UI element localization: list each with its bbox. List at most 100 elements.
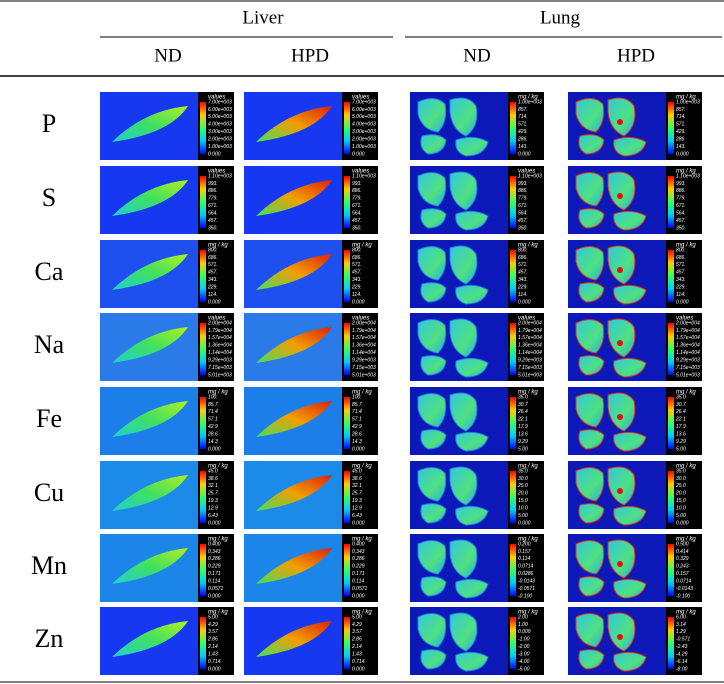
lung-lobe [455,210,489,231]
colorbar-tick: 343. [208,277,218,283]
colorbar-tick: 800. [676,247,686,253]
colorbar-tick: 1.79e+004 [676,328,700,334]
lung-lobe [420,134,447,155]
colorbar [510,250,516,302]
lung-lobe [607,539,636,579]
colorbar-tick: 0.243 [676,564,689,570]
colorbar-tick: 0.000 [208,299,221,305]
colorbar-tick: 32.1 [352,483,362,489]
colorbar-tick: 671. [208,203,218,209]
lung-lobe [607,612,636,652]
colorbar-tick: 857. [518,107,528,113]
lung-lobe [417,540,447,575]
colorbar-tick: 28.6 [351,431,362,437]
colorbar-tick: 7.00e+003 [208,99,232,105]
colorbar-tick: 19.3 [352,498,362,504]
colorbar [510,102,516,154]
colorbar-tick: 564. [208,210,218,216]
colorbar-unit: mg / kg [676,169,696,175]
colorbar [344,102,350,154]
colorbar-tick: 0.343 [208,549,221,555]
liver-section [112,475,188,511]
lung-lobe [449,318,478,358]
colorbar-tick: 25.0 [517,483,528,489]
colorbar-tick: 1.57e+004 [208,335,232,341]
colorbar-tick: 0.414 [676,549,689,555]
row-label: S [42,183,56,212]
colorbar-unit: mg / kg [676,390,696,396]
lung-lobe [607,318,636,358]
lung-lobe [613,431,647,452]
lung-lobe [449,612,478,652]
colorbar-tick: 114. [352,292,361,298]
colorbar-tick: 1.00e+003 [208,144,232,150]
colorbar-tick: 671. [676,203,686,209]
colorbar-tick: 229. [207,284,218,290]
colorbar-tick: 0.000 [676,520,689,526]
colorbar-tick: 15.0 [676,498,686,504]
colorbar [200,544,206,596]
colorbar-tick: 571. [208,262,218,268]
colorbar-tick: 17.9 [676,424,686,430]
colorbar-tick: 6.43 [208,513,218,519]
colorbar-tick: 0.000 [208,666,221,672]
map-image: mg / kg5.00 4.293.57 2.862.141.43 0.7140.00… [100,607,234,675]
colorbar-tick: 7.00e+003 [352,99,376,105]
colorbar-tick: 686. [208,255,218,261]
colorbar-tick: 350. [352,225,362,231]
hotspot [617,488,623,494]
map-image: mg / kg6.00 3.141.29 -0.571-2.43-4.29 -6.14… [568,607,702,675]
column-header: HPD [617,45,655,66]
lung-lobe [578,649,605,670]
colorbar-unit: values [676,316,693,322]
colorbar-tick: 571. [518,122,528,128]
colorbar-tick: 0.000 [518,151,531,157]
colorbar-tick: 0.000 [352,299,365,305]
colorbar-tick: 0.0571 [352,586,368,592]
colorbar-tick: 5.01e+003 [518,372,542,378]
colorbar-unit: values [518,169,535,175]
row-label: Na [34,330,65,359]
colorbar-tick: 714. [676,114,686,120]
colorbar-tick: 2.14 [351,644,362,650]
colorbar-unit: mg / kg [208,464,228,470]
lung-lobe [575,172,605,207]
colorbar-tick: 25.0 [675,483,686,489]
colorbar-tick: 0.114 [208,578,220,584]
colorbar-tick: 35.0 [518,394,528,400]
colorbar-tick: 350. [208,225,218,231]
colorbar-tick: 9.29e+003 [518,357,542,363]
colorbar-tick: -3.00 [518,651,530,657]
lung-lobe [575,98,605,133]
lung-lobe [575,246,605,281]
lung-lobe [575,393,605,428]
colorbar-tick: 38.6 [208,476,218,482]
colorbar-tick: 30.0 [676,476,686,482]
colorbar-unit: values [352,95,369,101]
colorbar-tick: 714. [518,114,528,120]
colorbar-tick: 564. [352,210,362,216]
colorbar-tick: 15.0 [518,498,528,504]
colorbar-tick: 457. [208,270,218,276]
colorbar-tick: 1.43 [208,651,218,657]
colorbar-tick: 1.29 [676,629,686,635]
colorbar-tick: 9.29 [518,439,528,445]
lung-lobe [575,613,605,648]
hotspot [617,414,623,420]
colorbar-tick: 5.00e+003 [208,114,232,120]
colorbar-tick: 5.00 [676,446,686,452]
colorbar-tick: 0.400 [208,541,221,547]
lung-lobe [578,576,605,597]
colorbar-tick: 457. [208,218,218,224]
